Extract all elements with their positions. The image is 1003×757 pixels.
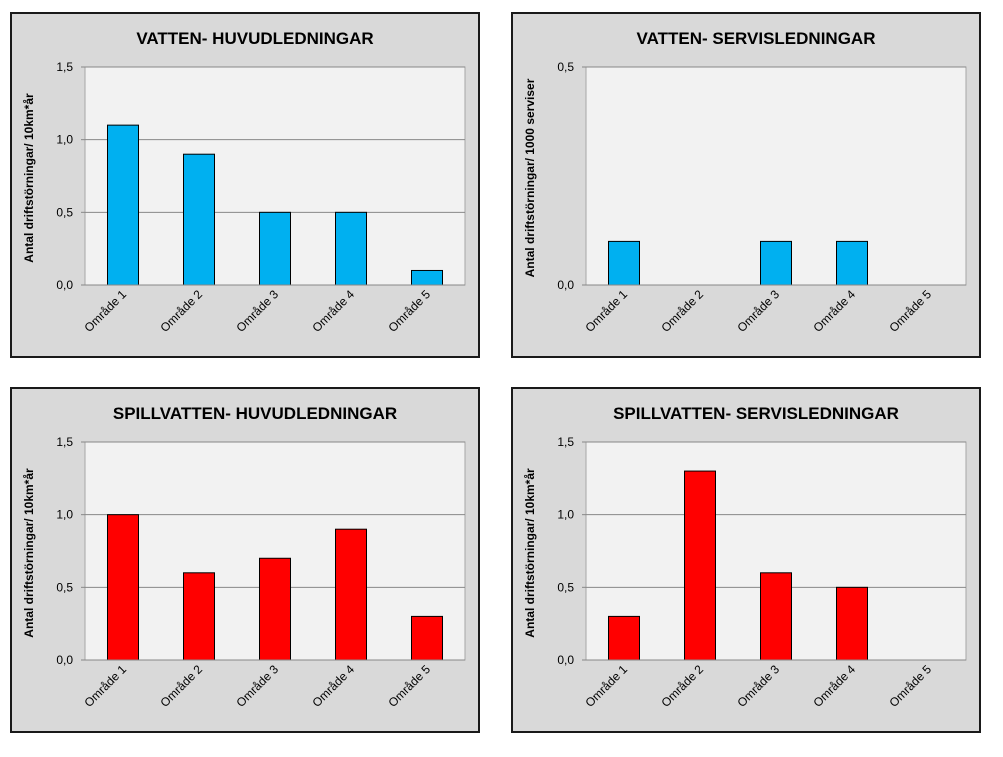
chart1-ytick-label: 0,5 xyxy=(56,205,73,219)
chart-panel-vatten-huvudledningar: VATTEN- HUVUDLEDNINGAR 0,0 0,5 1,0 1,5 Antal … xyxy=(10,12,480,358)
chart4-bar xyxy=(760,572,792,661)
chart3-bar xyxy=(107,514,139,661)
chart1-category-label: Område 5 xyxy=(385,287,433,335)
chart-vatten-servisledningar: VATTEN- SERVISLEDNINGAR 0,0 0,5 Antal drift… xyxy=(523,29,967,335)
chart2-category-label: Område 3 xyxy=(734,287,782,335)
chart1-ytick-label: 0,0 xyxy=(56,278,73,292)
chart2-bar xyxy=(836,240,868,286)
chart-vatten-huvudledningar: VATTEN- HUVUDLEDNINGAR 0,0 0,5 1,0 1,5 Antal … xyxy=(22,29,466,335)
chart3-bar xyxy=(411,615,443,661)
chart2-category-label: Område 1 xyxy=(582,287,630,335)
chart3-category-label: Område 1 xyxy=(81,662,129,710)
chart4-category-label: Område 4 xyxy=(810,662,858,710)
chart1-category-label: Område 4 xyxy=(309,287,357,335)
chart-panel-vatten-servisledningar: VATTEN- SERVISLEDNINGAR 0,0 0,5 Antal drift… xyxy=(511,12,981,358)
chart3-ylabel: Antal driftstörningar/ 10km*år xyxy=(22,468,36,638)
chart3-category-label: Område 4 xyxy=(309,662,357,710)
chart3-ytick-label: 1,0 xyxy=(56,508,73,522)
chart4-bar xyxy=(684,470,716,661)
chart-panel-spillvatten-huvudledningar: SPILLVATTEN- HUVUDLEDNINGAR 0,0 0,5 1,0 1,5 A… xyxy=(10,387,480,733)
chart1-category-label: Område 2 xyxy=(157,287,205,335)
chart2-category-label: Område 5 xyxy=(886,287,934,335)
chart3-bar xyxy=(259,557,291,661)
chart1-category-label: Område 3 xyxy=(233,287,281,335)
chart1-bar xyxy=(411,269,443,286)
chart1-ytick-label: 1,5 xyxy=(56,60,73,74)
chart4-category-label: Område 1 xyxy=(582,662,630,710)
chart4-category-label: Område 2 xyxy=(658,662,706,710)
chart3-ytick-label: 1,5 xyxy=(56,435,73,449)
chart1-bar xyxy=(183,153,215,286)
chart-spillvatten-servisledningar: SPILLVATTEN- SERVISLEDNINGAR 0,0 0,5 1,0 1,5… xyxy=(523,404,967,710)
chart-spillvatten-huvudledningar: SPILLVATTEN- HUVUDLEDNINGAR 0,0 0,5 1,0 1,5 A… xyxy=(22,404,466,710)
chart4-category-label: Område 5 xyxy=(886,662,934,710)
chart3-title: SPILLVATTEN- HUVUDLEDNINGAR xyxy=(113,404,397,423)
chart4-title: SPILLVATTEN- SERVISLEDNINGAR xyxy=(613,404,899,423)
chart3-category-label: Område 3 xyxy=(233,662,281,710)
chart1-bar xyxy=(259,211,291,286)
chart2-ytick-label: 0,0 xyxy=(557,278,574,292)
chart1-bar xyxy=(107,124,139,286)
chart3-category-label: Område 5 xyxy=(385,662,433,710)
chart3-ytick-label: 0,0 xyxy=(56,653,73,667)
chart2-category-label: Område 2 xyxy=(658,287,706,335)
chart3-category-label: Område 2 xyxy=(157,662,205,710)
chart3-bar xyxy=(335,528,367,661)
chart4-ytick-label: 1,0 xyxy=(557,508,574,522)
chart4-ytick-label: 0,5 xyxy=(557,580,574,594)
chart2-bar xyxy=(760,240,792,286)
chart4-ylabel: Antal driftstörningar/ 10km*år xyxy=(523,468,537,638)
chart1-ylabel: Antal driftstörningar/ 10km*år xyxy=(22,93,36,263)
chart3-ytick-label: 0,5 xyxy=(56,580,73,594)
chart2-category-label: Område 4 xyxy=(810,287,858,335)
chart2-title: VATTEN- SERVISLEDNINGAR xyxy=(637,29,876,48)
chart4-category-label: Område 3 xyxy=(734,662,782,710)
chart4-ytick-label: 1,5 xyxy=(557,435,574,449)
chart4-bar xyxy=(608,615,640,661)
chart-panel-spillvatten-servisledningar: SPILLVATTEN- SERVISLEDNINGAR 0,0 0,5 1,0 1,5… xyxy=(511,387,981,733)
chart2-bar xyxy=(608,240,640,286)
chart3-bar xyxy=(183,572,215,661)
chart1-bar xyxy=(335,211,367,286)
chart4-ytick-label: 0,0 xyxy=(557,653,574,667)
chart2-ylabel: Antal driftstörningar/ 1000 serviser xyxy=(523,78,537,277)
chart2-ytick-label: 0,5 xyxy=(557,60,574,74)
chart1-title: VATTEN- HUVUDLEDNINGAR xyxy=(136,29,373,48)
chart4-bar xyxy=(836,586,868,661)
chart1-category-label: Område 1 xyxy=(81,287,129,335)
chart1-ytick-label: 1,0 xyxy=(56,133,73,147)
